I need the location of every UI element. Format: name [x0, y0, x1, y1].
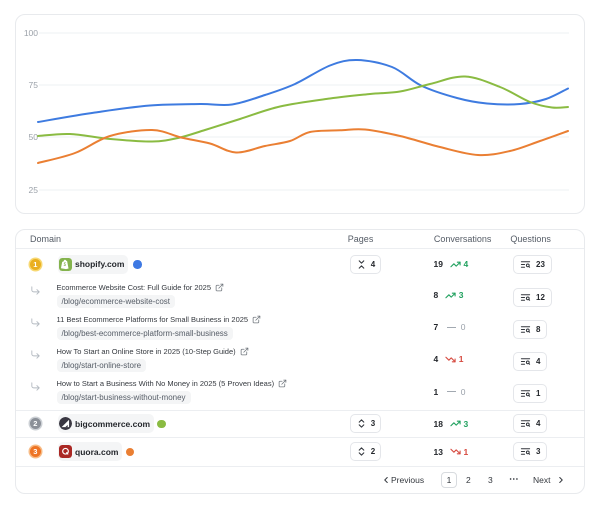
svg-text:25: 25	[29, 185, 39, 195]
svg-text:100: 100	[24, 28, 38, 38]
svg-text:75: 75	[29, 80, 39, 90]
svg-text:50: 50	[29, 132, 39, 142]
